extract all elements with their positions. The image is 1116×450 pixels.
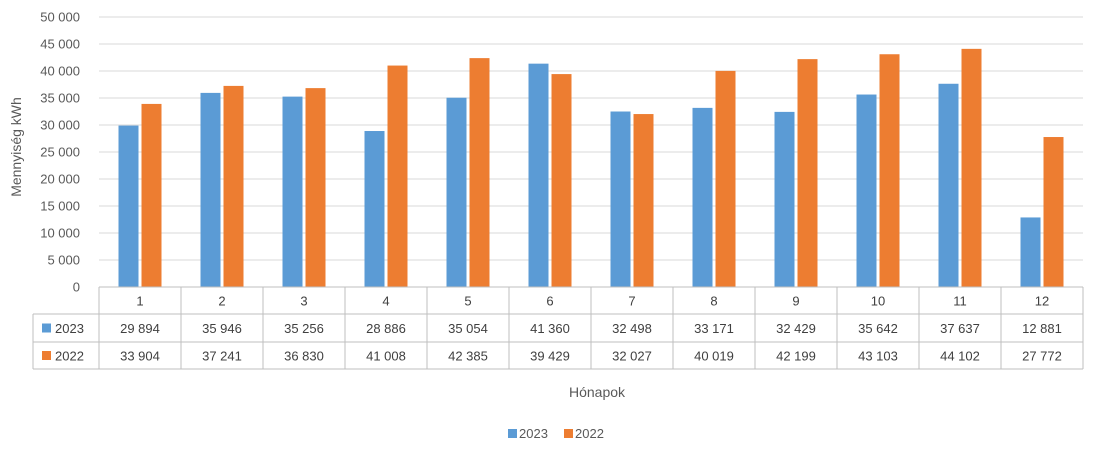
table-cell: 29 894 (120, 321, 160, 336)
bar-2023-9 (774, 111, 795, 288)
bar-2023-4 (364, 131, 385, 287)
bar-2022-7 (633, 114, 654, 287)
bars (118, 48, 1064, 288)
bar-2022-1 (141, 103, 162, 288)
bar-2022-6 (551, 74, 572, 287)
table-legend-key (42, 351, 51, 360)
x-tick-label: 2 (218, 294, 225, 309)
legend-label: 2023 (519, 426, 548, 441)
x-tick-label: 3 (300, 294, 307, 309)
y-tick-label: 15 000 (40, 199, 80, 214)
table-cell: 33 904 (120, 349, 160, 364)
table-cell: 32 027 (612, 349, 652, 364)
table-cell: 37 637 (940, 321, 980, 336)
table-cell: 35 054 (448, 321, 488, 336)
y-tick-label: 30 000 (40, 118, 80, 133)
bar-2022-10 (879, 54, 900, 287)
legend-label: 2022 (575, 426, 604, 441)
bar-2023-6 (528, 63, 549, 287)
bar-2022-4 (387, 65, 408, 288)
table-cell: 39 429 (530, 349, 570, 364)
x-tick-label: 8 (710, 294, 717, 309)
bar-2022-2 (223, 85, 244, 288)
bar-2023-11 (938, 83, 959, 288)
y-tick-label: 50 000 (40, 10, 80, 25)
bar-2022-11 (961, 48, 982, 288)
x-axis-title: Hónapok (569, 384, 626, 400)
y-tick-label: 45 000 (40, 37, 80, 52)
x-tick-label: 11 (953, 294, 967, 309)
x-tick-label: 12 (1035, 294, 1049, 309)
table-cell: 44 102 (940, 349, 980, 364)
legend-key (564, 429, 573, 438)
table-series-name: 2022 (55, 349, 84, 364)
y-tick-label: 20 000 (40, 172, 80, 187)
table-cell: 42 199 (776, 349, 816, 364)
bar-2023-1 (118, 125, 139, 287)
bar-2023-12 (1020, 217, 1041, 287)
bar-2023-10 (856, 94, 877, 287)
table-series-name: 2023 (55, 321, 84, 336)
legend-key (508, 429, 517, 438)
bar-2022-8 (715, 70, 736, 287)
x-tick-label: 7 (628, 294, 635, 309)
table-cell: 32 429 (776, 321, 816, 336)
x-tick-label: 6 (546, 294, 553, 309)
bar-2022-3 (305, 88, 326, 287)
bar-2022-9 (797, 59, 818, 288)
table-cell: 36 830 (284, 349, 324, 364)
y-axis-title: Mennyiség kWh (8, 97, 24, 197)
table-cell: 41 360 (530, 321, 570, 336)
table-cell: 35 256 (284, 321, 324, 336)
x-tick-label: 1 (136, 294, 143, 309)
table-cell: 35 946 (202, 321, 242, 336)
table-cell: 42 385 (448, 349, 488, 364)
x-tick-label: 10 (871, 294, 885, 309)
table-cell: 43 103 (858, 349, 898, 364)
gridlines (99, 16, 1083, 261)
y-tick-label: 10 000 (40, 226, 80, 241)
x-tick-label: 9 (792, 294, 799, 309)
bar-2023-7 (610, 111, 631, 287)
bar-2023-3 (282, 96, 303, 287)
table-cell: 12 881 (1022, 321, 1062, 336)
bar-2023-2 (200, 92, 221, 287)
x-tick-label: 5 (464, 294, 471, 309)
y-tick-label: 5 000 (47, 253, 80, 268)
table-cell: 41 008 (366, 349, 406, 364)
y-tick-label: 35 000 (40, 91, 80, 106)
bar-2023-8 (692, 107, 713, 287)
table-cell: 35 642 (858, 321, 898, 336)
y-axis-ticks: 0 5 000 10 000 15 000 20 000 25 000 30 000 35 0… (40, 10, 80, 295)
table-cell: 40 019 (694, 349, 734, 364)
table-cell: 27 772 (1022, 349, 1062, 364)
table-cell: 37 241 (202, 349, 242, 364)
table-cell: 32 498 (612, 321, 652, 336)
table-legend-key (42, 323, 51, 333)
bar-2022-12 (1043, 137, 1064, 287)
y-tick-label: 0 (73, 280, 80, 295)
bar-2023-5 (446, 97, 467, 287)
x-tick-label: 4 (382, 294, 389, 309)
legend: 2023 2022 (508, 426, 604, 441)
y-tick-label: 40 000 (40, 64, 80, 79)
y-tick-label: 25 000 (40, 145, 80, 160)
table-cell: 33 171 (694, 321, 734, 336)
bar-2022-5 (469, 58, 490, 287)
table-cell: 28 886 (366, 321, 406, 336)
